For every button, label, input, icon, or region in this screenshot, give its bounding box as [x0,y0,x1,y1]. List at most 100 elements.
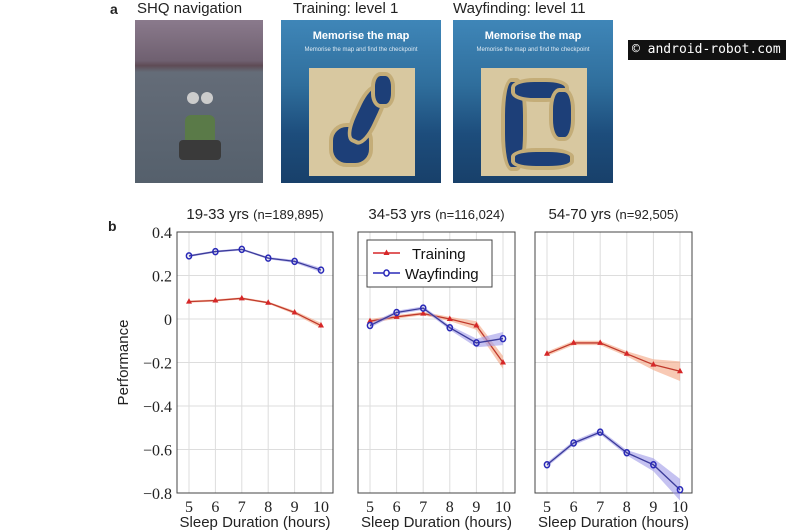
panel-b-letter: b [108,218,117,234]
training-point [500,359,506,365]
training-point [186,298,192,304]
training-point [367,317,373,324]
chart-title: 19-33 yrs (n=189,895) [186,206,323,223]
y-tick-label: 0.2 [152,269,172,286]
wayfinding-point [238,245,246,254]
wayfinding-point [650,460,657,469]
training-map-image: Memorise the map Memorise the map and fi… [281,20,441,183]
x-tick-label: 5 [366,499,374,516]
confidence-band-training [370,311,503,370]
x-tick-label: 6 [570,499,578,516]
training-level-title: Training: level 1 [293,0,399,17]
x-tick-label: 8 [446,499,454,516]
map-paper [481,68,587,176]
wayfinding-point [446,323,454,332]
wayfinding-point [596,428,604,436]
x-tick-label: 9 [291,499,299,516]
x-tick-label: 8 [623,499,631,516]
confidence-band-wayfinding [370,306,503,348]
wayfinding-point [543,460,551,469]
training-point [544,350,550,356]
sample-size: (n=116,024) [435,207,505,222]
x-tick-label: 7 [238,499,246,516]
map-heading: Memorise the map [312,30,410,42]
wayfinding-point [570,439,577,447]
wayfinding-point [366,321,374,330]
shq-boat-image [135,20,263,183]
training-point [446,315,453,321]
wayfinding-point [419,304,427,312]
wayfinding-point [499,334,507,343]
legend-wayfinding-marker [383,269,390,277]
training-point [677,367,683,374]
wayfinding-point [291,257,298,266]
training-point [597,339,604,345]
training-point [238,294,245,301]
y-tick-label: −0.4 [143,399,172,416]
wayfinding-point [393,308,400,317]
map-subtext: Memorise the map and find the checkpoint [304,47,418,53]
x-tick-label: 6 [393,499,401,516]
x-tick-label: 5 [543,499,551,516]
x-tick-label: 7 [419,499,427,516]
wayfinding-point [473,339,480,347]
x-tick-label: 8 [264,499,272,516]
sample-size: (n=92,505) [615,207,678,222]
confidence-band-training [547,340,680,381]
training-point [623,350,630,356]
chart-title: 54-70 yrs (n=92,505) [549,206,679,223]
x-tick-label: 6 [211,499,219,516]
series-line-wayfinding [369,307,504,344]
training-point [650,361,657,367]
x-tick-label: 10 [495,499,511,516]
wayfinding-point [317,266,325,274]
training-point [473,322,480,328]
legend-wayfinding-label: Wayfinding [405,266,479,283]
confidence-band-wayfinding [547,429,680,501]
x-axis-label: Sleep Duration (hours) [180,514,331,530]
wayfinding-point [185,252,193,260]
y-tick-label: −0.6 [143,443,172,460]
x-tick-label: 7 [596,499,604,516]
panel-a-letter: a [110,1,118,17]
x-axis-label: Sleep Duration (hours) [538,514,689,530]
x-tick-label: 9 [649,499,657,516]
map-paper [309,68,415,176]
series-line-wayfinding [188,248,322,271]
training-point [420,310,427,316]
plot-frame [357,231,516,494]
wayfinding-point [676,485,684,494]
y-tick-label: −0.2 [143,356,172,373]
sample-size: (n=189,895) [253,207,323,222]
y-axis-label: Performance [115,320,132,406]
confidence-band-training [189,297,321,329]
x-tick-label: 10 [672,499,688,516]
legend-training-marker [383,249,390,255]
series-line-wayfinding [546,431,681,491]
x-tick-label: 10 [313,499,329,516]
map-subtext: Memorise the map and find the checkpoint [476,47,590,53]
x-tick-label: 5 [185,499,193,516]
plot-frame [176,231,334,494]
legend-box [366,239,493,288]
watermark: © android-robot.com [628,40,786,60]
wayfinding-point [264,254,272,262]
wayfinding-point [623,449,631,457]
series-line-training [188,297,322,327]
training-point [291,308,298,315]
wayfinding-level-title: Wayfinding: level 11 [453,0,586,17]
x-tick-label: 9 [472,499,480,516]
series-line-training [546,342,681,372]
y-tick-label: 0 [164,312,172,329]
wayfinding-map-image: Memorise the map Memorise the map and fi… [453,20,613,183]
map-heading: Memorise the map [484,30,582,42]
training-point [265,299,272,305]
y-tick-label: 0.4 [152,225,172,242]
legend-training-label: Training [412,246,466,263]
training-point [318,322,324,328]
confidence-band-wayfinding [189,248,321,273]
chart-title: 34-53 yrs (n=116,024) [368,206,504,223]
x-axis-label: Sleep Duration (hours) [361,514,512,530]
plot-frame [534,231,693,494]
